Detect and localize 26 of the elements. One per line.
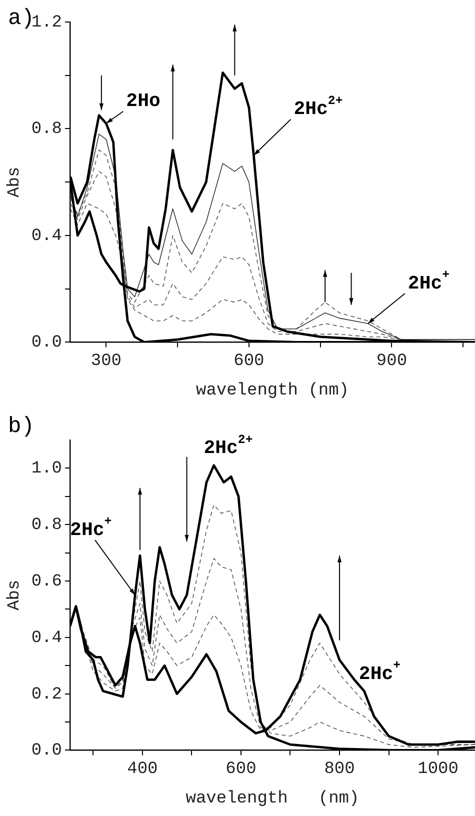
text: b) — [8, 414, 34, 439]
y-axis-title: Abs — [6, 166, 25, 198]
x-tick-label: 600 — [226, 760, 256, 779]
x-tick-label: 600 — [234, 352, 264, 371]
x-tick-label: 1000 — [418, 760, 458, 779]
x-tick-label: 400 — [127, 760, 158, 779]
y-tick-label: 1.2 — [31, 14, 62, 32]
x-tick-label: 800 — [324, 760, 355, 779]
x-tick-label: 900 — [376, 352, 408, 371]
y-tick-label: 0.4 — [31, 226, 62, 246]
y-tick-label: 0.2 — [31, 685, 62, 704]
y-tick-label: 0.0 — [31, 742, 62, 761]
y-axis-title: Abs — [6, 580, 25, 610]
y-tick-label: 0.4 — [31, 628, 62, 648]
y-tick-label: 0.8 — [31, 516, 62, 536]
x-axis-title: wavelength (nm) — [196, 381, 350, 400]
y-tick-label: 1.0 — [31, 460, 62, 479]
annotation: 2Hc+ — [408, 268, 450, 294]
annotation: 2Hc+ — [358, 658, 401, 685]
annotation: 2Ho — [126, 90, 160, 112]
y-tick-label: 0.8 — [31, 120, 62, 140]
x-axis-title: wavelength (nm) — [186, 789, 360, 808]
annotation: 2Hc+ — [70, 514, 112, 541]
x-tick-label: 300 — [90, 352, 122, 371]
y-tick-label: 0.0 — [31, 334, 62, 353]
y-tick-label: 0.6 — [31, 572, 62, 592]
